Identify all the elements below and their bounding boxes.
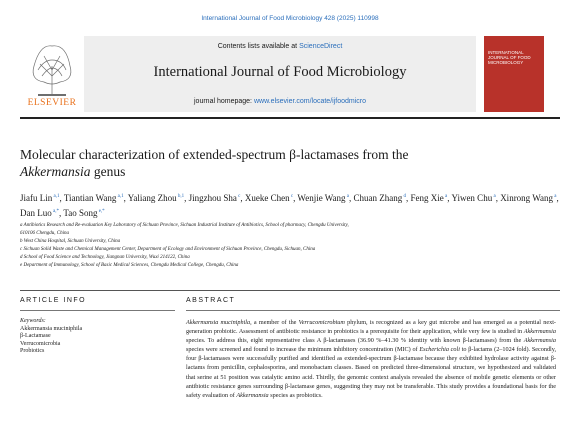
affiliation-line: b West China Hospital, Sichuan Universit… bbox=[20, 239, 121, 244]
author-affiliation-mark[interactable]: c bbox=[289, 194, 294, 199]
keyword: β-Lactamase bbox=[20, 333, 51, 339]
contents-prefix: Contents lists available at bbox=[217, 43, 298, 50]
title-suffix: genus bbox=[93, 164, 126, 179]
author-name[interactable]: Xinrong Wang bbox=[500, 193, 554, 203]
author-name[interactable]: Tao Song bbox=[63, 208, 98, 218]
affiliation-line: d School of Food Science and Technology,… bbox=[20, 255, 190, 260]
header-divider bbox=[20, 117, 560, 119]
author-name[interactable]: Yiwen Chu bbox=[451, 193, 493, 203]
affiliation-line: 610106 Chengdu, China bbox=[20, 231, 70, 236]
author-affiliation-mark[interactable]: a,* bbox=[51, 209, 59, 214]
author-name[interactable]: Wenjie Wang bbox=[297, 193, 346, 203]
author-affiliation-mark[interactable]: a bbox=[492, 194, 496, 199]
author-affiliation-mark[interactable]: e,* bbox=[97, 209, 105, 214]
abstract-rule bbox=[186, 310, 560, 311]
section-divider bbox=[20, 290, 560, 291]
homepage-prefix: journal homepage: bbox=[194, 98, 252, 105]
elsevier-wordmark: ELSEVIER bbox=[27, 98, 77, 108]
author-affiliation-mark[interactable]: a bbox=[553, 194, 557, 199]
title-line-1: Molecular characterization of extended-s… bbox=[20, 147, 409, 162]
article-info-rule bbox=[20, 310, 175, 311]
title-genus: Akkermansia bbox=[20, 164, 91, 179]
author-name[interactable]: Yaliang Zhou bbox=[127, 193, 177, 203]
journal-cover-title: INTERNATIONAL JOURNAL OF FOOD MICROBIOLO… bbox=[488, 50, 531, 65]
author-name[interactable]: Jiafu Lin bbox=[20, 193, 53, 203]
keywords-block: Keywords: Akkermansia muciniphila β-Lact… bbox=[20, 318, 175, 356]
article-info-heading: ARTICLE INFO bbox=[20, 297, 87, 304]
journal-name: International Journal of Food Microbiolo… bbox=[153, 64, 407, 80]
author-name[interactable]: Xueke Chen bbox=[244, 193, 290, 203]
abstract-text: Akkermansia muciniphila, a member of the… bbox=[186, 319, 556, 399]
homepage-line: journal homepage: www.elsevier.com/locat… bbox=[84, 98, 476, 105]
author-affiliation-mark[interactable]: a,1 bbox=[52, 194, 60, 199]
author-name[interactable]: Tiantian Wang bbox=[63, 193, 117, 203]
author-affiliation-mark[interactable]: a bbox=[345, 194, 350, 199]
sciencedirect-link[interactable]: ScienceDirect bbox=[299, 43, 343, 50]
keyword: Akkermansia muciniphila bbox=[20, 325, 83, 332]
journal-cover-image[interactable] bbox=[484, 36, 544, 112]
journal-citation[interactable]: International Journal of Food Microbiolo… bbox=[201, 15, 379, 22]
author-affiliation-mark[interactable]: a,1 bbox=[116, 194, 124, 199]
affiliation-line: e Department of Immunology, School of Ba… bbox=[20, 263, 239, 268]
affiliations: a Antibiotics Research and Re-evaluation… bbox=[20, 222, 560, 270]
elsevier-tree-logo bbox=[20, 36, 84, 112]
author-affiliation-mark[interactable]: a bbox=[443, 194, 448, 199]
contents-line: Contents lists available at ScienceDirec… bbox=[84, 43, 476, 50]
author-affiliation-mark[interactable]: c bbox=[236, 194, 241, 199]
author-name[interactable]: Chuan Zhang bbox=[353, 193, 403, 203]
author-name[interactable]: Dan Luo bbox=[20, 208, 52, 218]
article-title: Molecular characterization of extended-s… bbox=[20, 146, 540, 180]
affiliation-line: c Sichuan Solid Waste and Chemical Manag… bbox=[20, 247, 316, 252]
author-name[interactable]: Feng Xie bbox=[410, 193, 444, 203]
author-affiliation-mark[interactable]: d bbox=[402, 194, 407, 199]
author-affiliation-mark[interactable]: b,1 bbox=[176, 194, 185, 199]
keyword: Verrucomicrobia bbox=[20, 340, 61, 347]
affiliation-line: a Antibiotics Research and Re-evaluation… bbox=[20, 223, 349, 228]
keywords-label: Keywords: bbox=[20, 318, 46, 324]
author-name[interactable]: Jingzhou Sha bbox=[188, 193, 237, 203]
homepage-link[interactable]: www.elsevier.com/locate/ijfoodmicro bbox=[253, 98, 366, 105]
author-list: Jiafu Lin a,1, Tiantian Wang a,1, Yalian… bbox=[20, 193, 559, 218]
keyword: Probiotics bbox=[20, 348, 45, 354]
abstract-heading: ABSTRACT bbox=[186, 297, 236, 304]
journal-header-band bbox=[84, 36, 476, 112]
